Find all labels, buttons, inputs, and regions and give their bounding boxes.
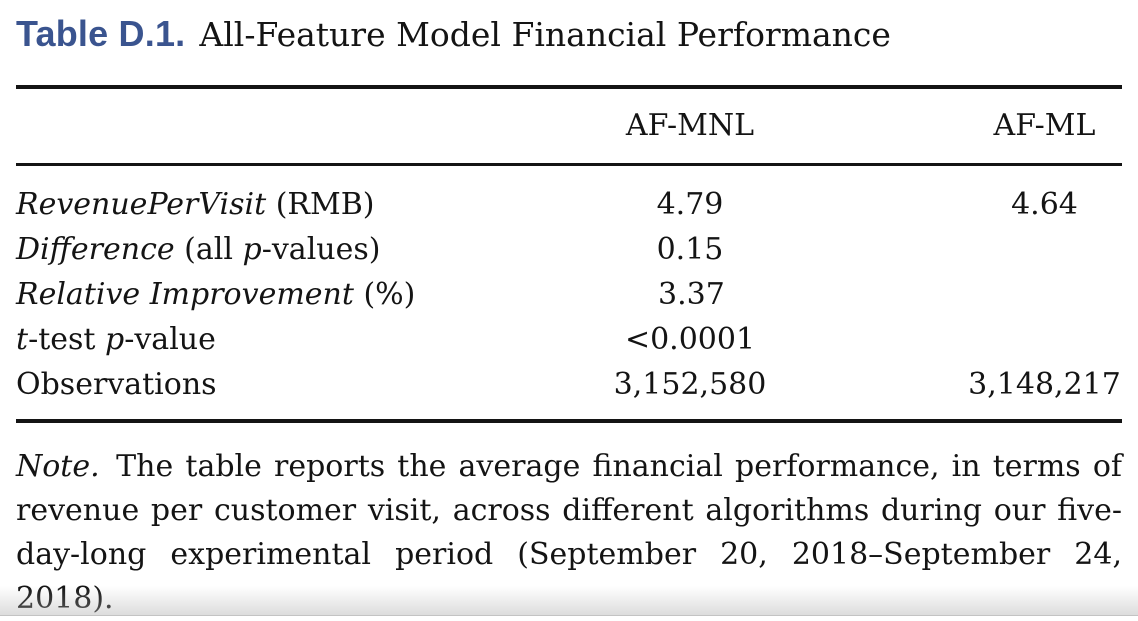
row-label-part: (all <box>174 232 243 267</box>
cell-value: 4.79 <box>656 187 724 222</box>
note-label: Note. <box>16 449 100 484</box>
table-header-row: AF-MNL AF-ML <box>16 89 1122 163</box>
row-label-italic-part: Relative Improvement <box>16 277 354 312</box>
cell-value: 3,148,217 <box>968 367 1121 402</box>
row-label: RevenuePerVisit (RMB) <box>16 182 413 227</box>
table-title-text: All-Feature Model Financial Performance <box>199 15 891 54</box>
row-label-italic-part: RevenuePerVisit <box>16 187 267 222</box>
cell-value: 3.37 <box>658 277 725 312</box>
row-label-part: Observations <box>16 367 217 402</box>
table-top-rule <box>16 85 1122 89</box>
table-row: t-test p-value <0.0001 <box>16 317 1122 362</box>
row-label: Relative Improvement (%) <box>16 272 415 317</box>
row-label: t-test p-value <box>16 317 413 362</box>
table-row: Observations 3,152,580 3,148,217 <box>16 362 1122 407</box>
table-row: Relative Improvement (%) 3.37 <box>16 272 1122 317</box>
table-row: Difference (all p-values) 0.15 <box>16 227 1122 272</box>
cell-value: 3,152,580 <box>613 367 767 402</box>
row-label-italic-part: p <box>242 232 262 267</box>
row-label: Observations <box>16 362 413 407</box>
cell-value: 4.64 <box>1011 187 1078 222</box>
table-title: Table D.1. All-Feature Model Financial Pe… <box>16 10 1122 65</box>
row-label-part: -value <box>124 322 216 357</box>
table-row: RevenuePerVisit (RMB) 4.79 4.64 <box>16 182 1122 227</box>
table-body: RevenuePerVisit (RMB) 4.79 4.64 Difference … <box>16 166 1122 419</box>
row-label-italic-part: p <box>105 322 125 357</box>
row-label-part: -values) <box>261 232 381 267</box>
row-label-part: (RMB) <box>266 187 375 222</box>
row-label: Difference (all p-values) <box>16 227 413 272</box>
column-header-af-mnl: AF-MNL <box>625 108 755 143</box>
cell-value: 0.15 <box>656 232 724 267</box>
table-header-rule <box>16 163 1122 166</box>
table-bottom-rule <box>16 419 1122 423</box>
row-label-part: (%) <box>353 277 416 312</box>
row-label-part: -test <box>28 322 105 357</box>
row-label-italic-part: Difference <box>16 232 175 267</box>
note-text: The table reports the average financial … <box>16 449 1122 616</box>
cell-value: <0.0001 <box>624 322 756 357</box>
table-note: Note. The table reports the average finan… <box>16 445 1122 621</box>
column-header-af-ml: AF-ML <box>993 108 1096 143</box>
table-number-label: Table D.1. <box>16 13 186 54</box>
row-label-italic-part: t <box>16 322 29 357</box>
